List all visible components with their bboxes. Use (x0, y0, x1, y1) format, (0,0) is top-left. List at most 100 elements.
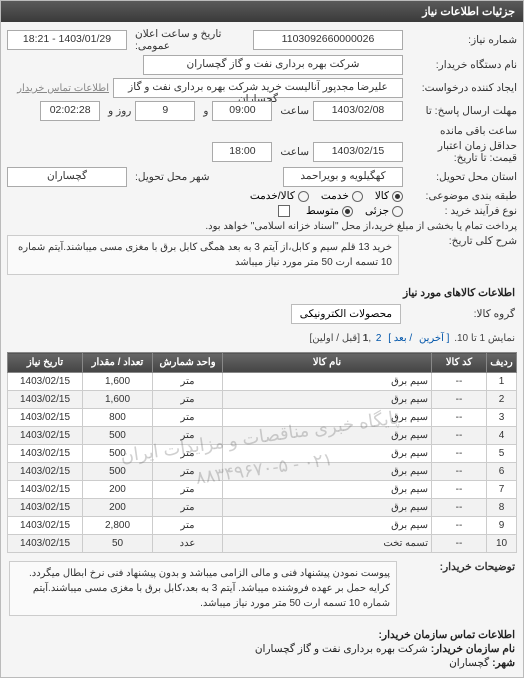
radio-icon (392, 191, 403, 202)
cell-name: تسمه تخت (223, 535, 432, 553)
cell-date: 1403/02/15 (8, 481, 83, 499)
th-unit: واحد شمارش (153, 353, 223, 373)
time-label-2: ساعت (276, 146, 309, 158)
buyer-desc-text: پیوست نمودن پیشنهاد فنی و مالی الزامی می… (9, 561, 397, 616)
time-label-1: ساعت (276, 105, 309, 117)
buyer-org-label: نام دستگاه خریدار: (407, 59, 517, 71)
table-row[interactable]: 8--سیم برقمتر2001403/02/15 (8, 499, 517, 517)
cell-unit: متر (153, 481, 223, 499)
cell-code: -- (432, 445, 487, 463)
cell-code: -- (432, 427, 487, 445)
table-row[interactable]: 9--سیم برقمتر2,8001403/02/15 (8, 517, 517, 535)
footer-city-label: شهر: (492, 657, 515, 669)
cell-qty: 1,600 (83, 373, 153, 391)
table-body: 1--سیم برقمتر1,6001403/02/152--سیم برقمت… (8, 373, 517, 553)
form-area: شماره نیاز: 1103092660000026 تاریخ و ساع… (1, 22, 523, 284)
budget-label: طبقه بندی موضوعی: (407, 190, 517, 202)
table-row[interactable]: 4--سیم برقمتر5001403/02/15 (8, 427, 517, 445)
cell-name: سیم برق (223, 445, 432, 463)
cell-date: 1403/02/15 (8, 373, 83, 391)
cell-name: سیم برق (223, 427, 432, 445)
table-row[interactable]: 3--سیم برقمتر8001403/02/15 (8, 409, 517, 427)
budget-goods-radio[interactable]: کالا (375, 190, 403, 202)
deadline-send-date: 1403/02/08 (313, 101, 403, 121)
deadline-send-label: مهلت ارسال پاسخ: تا (407, 105, 517, 117)
table-row[interactable]: 5--سیم برقمتر5001403/02/15 (8, 445, 517, 463)
cell-qty: 200 (83, 481, 153, 499)
table-row[interactable]: 7--سیم برقمتر2001403/02/15 (8, 481, 517, 499)
footer-city-val: گچساران (449, 657, 489, 669)
cell-code: -- (432, 463, 487, 481)
table-wrap: پایگاه خبری مناقصات و مزایدات ایران ۰۲۱ … (1, 348, 523, 557)
pager-next[interactable]: / بعد ] (388, 333, 412, 344)
pager-showing: نمایش 1 تا 10. (454, 333, 515, 344)
table-row[interactable]: 1--سیم برقمتر1,6001403/02/15 (8, 373, 517, 391)
remain-and: و (199, 105, 208, 117)
cell-unit: متر (153, 373, 223, 391)
cell-name: سیم برق (223, 463, 432, 481)
cell-date: 1403/02/15 (8, 409, 83, 427)
buyer-desc-label: توضیحات خریدار: (405, 561, 515, 573)
cell-qty: 500 (83, 445, 153, 463)
th-idx: ردیف (487, 353, 517, 373)
table-header-row: ردیف کد کالا نام کالا واحد شمارش تعداد /… (8, 353, 517, 373)
budget-radio-group: کالا خدمت کالا/خدمت (250, 190, 403, 202)
delivery-city-label: شهر محل تحویل: (131, 171, 210, 183)
cell-code: -- (432, 373, 487, 391)
cell-code: -- (432, 499, 487, 517)
cell-code: -- (432, 535, 487, 553)
creator-field: علیرضا مجدپور آنالیست خرید شرکت بهره برد… (113, 78, 403, 98)
cell-qty: 500 (83, 463, 153, 481)
budget-both-radio[interactable]: کالا/خدمت (250, 190, 309, 202)
pager-firstprev: [قبل / اولین] (309, 333, 360, 344)
delivery-city: گچساران (7, 167, 127, 187)
cell-idx: 1 (487, 373, 517, 391)
table-row[interactable]: 2--سیم برقمتر1,6001403/02/15 (8, 391, 517, 409)
cell-name: سیم برق (223, 481, 432, 499)
cell-idx: 4 (487, 427, 517, 445)
process-medium-radio[interactable]: متوسط (306, 205, 353, 217)
process-radio-group: جزئی متوسط (306, 205, 403, 217)
history-label: شرح کلی تاریخ: (407, 235, 517, 247)
group-label: گروه کالا: (405, 308, 515, 320)
process-small-radio[interactable]: جزئی (365, 205, 403, 217)
cell-code: -- (432, 409, 487, 427)
contact-link[interactable]: اطلاعات تماس خریدار (17, 83, 109, 94)
price-deadline-label: حداقل زمان اعتبار قیمت: تا تاریخ: (407, 140, 517, 164)
cell-unit: متر (153, 499, 223, 517)
cell-name: سیم برق (223, 409, 432, 427)
budget-service-radio[interactable]: خدمت (321, 190, 363, 202)
pager-p2[interactable]: 2 (376, 333, 382, 344)
cell-qty: 1,600 (83, 391, 153, 409)
remain-left-label: ساعت باقی مانده (436, 125, 517, 137)
cell-code: -- (432, 391, 487, 409)
pager-last[interactable]: [ آخرین (419, 333, 449, 344)
cell-name: سیم برق (223, 517, 432, 535)
cell-date: 1403/02/15 (8, 535, 83, 553)
announce-label: تاریخ و ساعت اعلان عمومی: (131, 28, 249, 52)
cell-unit: متر (153, 391, 223, 409)
remain-time: 02:02:28 (40, 101, 100, 121)
cell-qty: 800 (83, 409, 153, 427)
cell-code: -- (432, 517, 487, 535)
footer-title: اطلاعات تماس سازمان خریدار: (9, 629, 515, 641)
process-label: نوع فرآیند خرید : (407, 205, 517, 217)
cell-name: سیم برق (223, 373, 432, 391)
cell-qty: 200 (83, 499, 153, 517)
delivery-place-label: استان محل تحویل: (407, 171, 517, 183)
cell-name: سیم برق (223, 391, 432, 409)
group-value: محصولات الکترونیکی (291, 304, 401, 324)
goods-info-label: اطلاعات کالاهای مورد نیاز (1, 284, 523, 302)
footer-org-label: نام سازمان خریدار: (431, 643, 515, 655)
partpay-checkbox[interactable] (278, 205, 290, 217)
cell-date: 1403/02/15 (8, 499, 83, 517)
table-row[interactable]: 10--تسمه تختعدد501403/02/15 (8, 535, 517, 553)
remain-days: 9 (135, 101, 195, 121)
cell-date: 1403/02/15 (8, 427, 83, 445)
cell-date: 1403/02/15 (8, 391, 83, 409)
cell-unit: متر (153, 463, 223, 481)
cell-idx: 9 (487, 517, 517, 535)
radio-icon (352, 191, 363, 202)
pager-p1: 1 (363, 333, 369, 344)
table-row[interactable]: 6--سیم برقمتر5001403/02/15 (8, 463, 517, 481)
